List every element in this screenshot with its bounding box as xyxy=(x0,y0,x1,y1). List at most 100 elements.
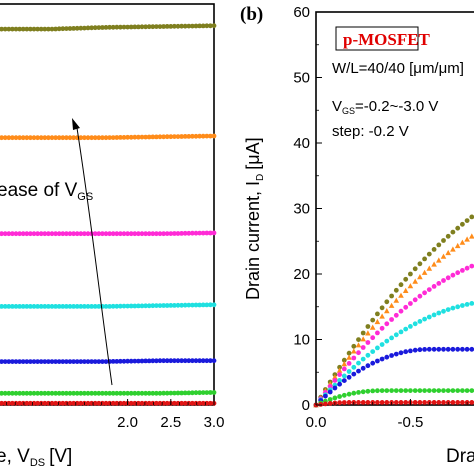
left-series-4-point xyxy=(2,359,8,364)
panel-label: (b) xyxy=(240,4,263,25)
left-series-2-point xyxy=(103,231,109,237)
left-series-0-point xyxy=(38,26,44,32)
vgs-arrow-head xyxy=(72,118,80,130)
left-series-5-point xyxy=(82,390,87,396)
left-series-6-point xyxy=(10,400,15,406)
right-series-2-point xyxy=(431,284,437,289)
left-series-4-point xyxy=(110,359,116,364)
right-series-0-point xyxy=(469,214,474,220)
left-series-4-point xyxy=(64,359,69,364)
left-series-1-point xyxy=(92,135,98,141)
left-series-0-point xyxy=(114,24,120,30)
left-series-1-point xyxy=(10,135,15,141)
right-series-5-point xyxy=(464,388,470,393)
left-series-5-point xyxy=(172,390,177,396)
left-series-1-point xyxy=(200,133,206,139)
left-series-4-point xyxy=(78,359,84,364)
right-series-5-point xyxy=(346,391,352,397)
right-series-6-point xyxy=(431,400,437,405)
left-series-1-point xyxy=(100,135,105,141)
left-series-4-point xyxy=(49,359,55,364)
right-series-3-point xyxy=(412,321,418,327)
left-series-2-point xyxy=(38,231,44,237)
left-series-1-point xyxy=(96,135,102,141)
left-series-3-point xyxy=(89,304,94,309)
left-series-5-point xyxy=(56,390,62,396)
left-series-4-point xyxy=(172,358,177,364)
right-series-4-point xyxy=(412,347,418,353)
right-series-4-point xyxy=(431,346,437,352)
info-step: step: -0.2 V xyxy=(332,123,409,140)
left-x-tick-label: 2.0 xyxy=(117,414,138,431)
left-series-0-point xyxy=(82,25,87,31)
right-series-5-point xyxy=(337,394,342,399)
left-series-1-point xyxy=(107,135,112,141)
right-series-4-point xyxy=(417,347,423,353)
left-series-6-point xyxy=(107,400,112,406)
right-series-4-point xyxy=(375,358,380,364)
left-series-6-point xyxy=(110,400,116,406)
right-series-3-point xyxy=(337,378,342,383)
left-series-0-point xyxy=(6,26,12,32)
right-series-4-point xyxy=(450,346,456,352)
left-series-2-point xyxy=(82,231,87,237)
left-series-4-point xyxy=(74,359,80,364)
right-series-2-point xyxy=(384,321,390,327)
right-series-4-point xyxy=(341,378,347,383)
left-series-3-point xyxy=(31,304,37,309)
left-series-3-point xyxy=(211,302,217,308)
left-series-6-point xyxy=(20,400,26,406)
left-series-1-point xyxy=(139,134,145,140)
left-series-1-point xyxy=(161,134,167,140)
right-series-3-point xyxy=(398,329,404,335)
right-series-4-point xyxy=(337,381,342,387)
left-series-4-point xyxy=(200,358,206,364)
left-series-4-point xyxy=(186,358,192,364)
left-series-5-point xyxy=(154,390,159,396)
left-series-0-point xyxy=(139,24,145,30)
left-series-0-point xyxy=(157,24,163,29)
right-series-5-point xyxy=(431,388,437,393)
left-series-2-point xyxy=(110,231,116,237)
left-series-0-point xyxy=(17,26,22,32)
left-series-1-point xyxy=(125,134,130,140)
right-series-1-point xyxy=(379,313,385,319)
right-series-1-point xyxy=(374,318,381,325)
right-series-6-point xyxy=(346,400,352,405)
left-series-3-point xyxy=(78,304,84,309)
right-series-1-point xyxy=(412,278,418,284)
left-series-4-point xyxy=(150,358,156,364)
right-series-3-point xyxy=(375,345,380,351)
left-series-4-point xyxy=(139,358,145,364)
left-series-4-point xyxy=(103,359,109,364)
info-wl: W/L=40/40 [μm/μm] xyxy=(332,60,464,77)
left-series-6-point xyxy=(42,400,48,406)
left-series-5-point xyxy=(2,390,8,396)
right-series-4-point xyxy=(379,356,385,362)
left-series-2-point xyxy=(74,231,80,237)
left-series-5-point xyxy=(139,390,145,396)
left-series-1-point xyxy=(132,134,138,140)
left-series-2-point xyxy=(100,231,105,237)
left-series-3-point xyxy=(60,304,66,309)
left-series-3-point xyxy=(143,303,149,309)
left-series-2-point xyxy=(53,231,58,237)
left-series-3-point xyxy=(157,303,163,308)
left-series-6-point xyxy=(13,400,19,406)
right-series-4-point xyxy=(455,346,461,352)
right-series-2-point xyxy=(332,378,338,383)
left-series-0-point xyxy=(100,25,105,30)
right-series-2-point xyxy=(365,340,371,345)
left-series-1-point xyxy=(49,135,55,141)
right-y-tick-label: 30 xyxy=(293,201,310,218)
left-series-2-point xyxy=(13,231,19,237)
left-series-4-point xyxy=(197,358,203,364)
left-series-0-point xyxy=(164,24,170,29)
right-series-2-point xyxy=(450,272,456,278)
right-y-tick-label: 10 xyxy=(293,332,310,349)
left-series-3-point xyxy=(56,304,62,309)
left-series-3-point xyxy=(74,304,80,309)
legend-box xyxy=(335,26,419,51)
left-series-0-point xyxy=(49,26,55,32)
left-series-0-point xyxy=(13,26,19,32)
